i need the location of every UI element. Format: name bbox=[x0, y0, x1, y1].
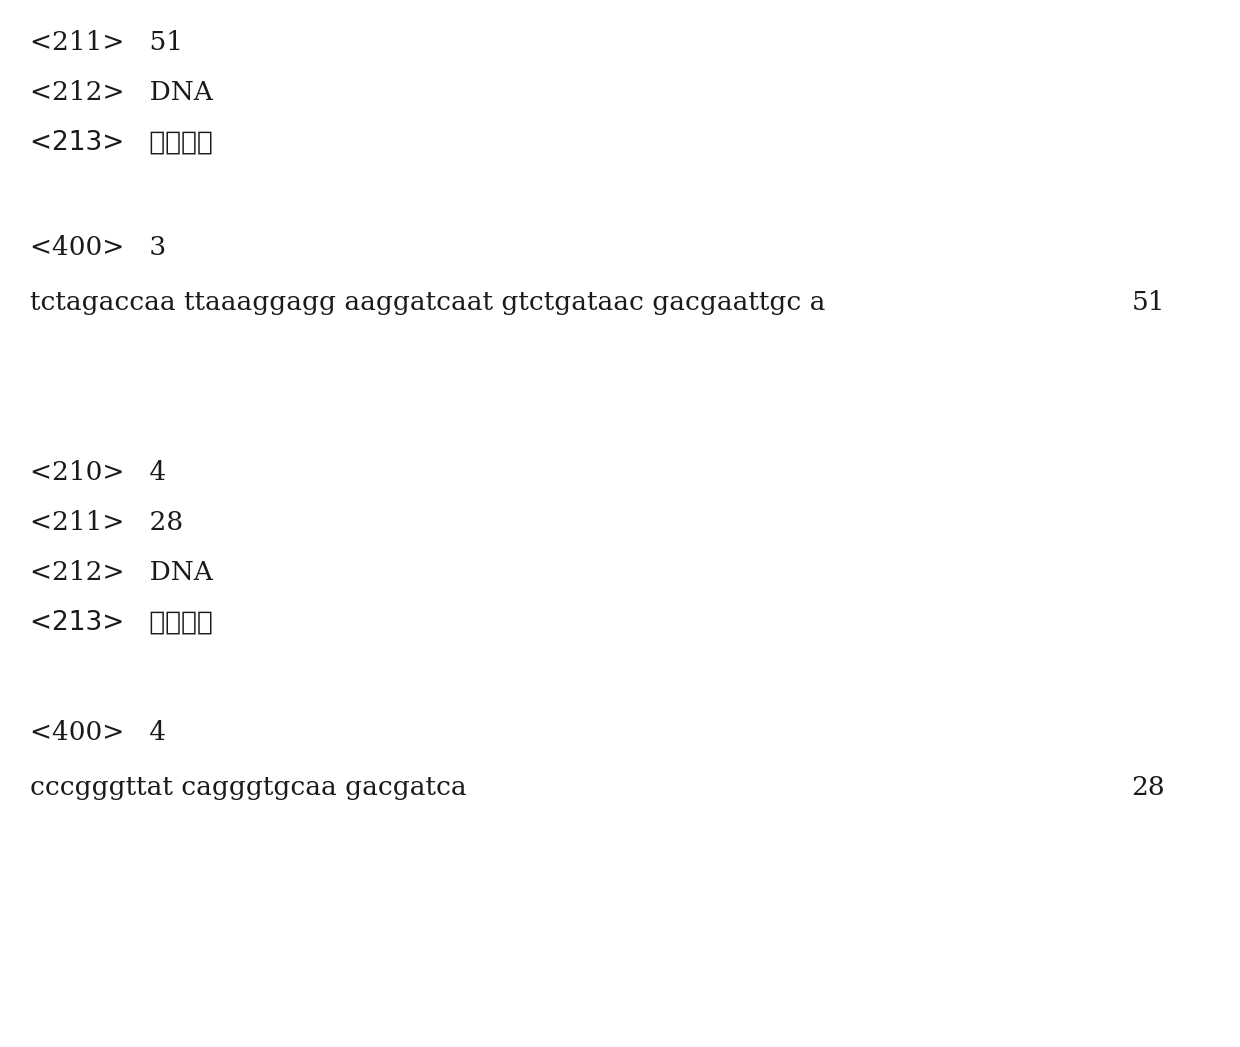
Text: 51: 51 bbox=[1131, 290, 1166, 315]
Text: <212>   DNA: <212> DNA bbox=[30, 80, 213, 105]
Text: <400>   3: <400> 3 bbox=[30, 235, 166, 260]
Text: <212>   DNA: <212> DNA bbox=[30, 560, 213, 585]
Text: <213>   人工序列: <213> 人工序列 bbox=[30, 610, 213, 636]
Text: <211>   28: <211> 28 bbox=[30, 510, 184, 535]
Text: tctagaccaa ttaaaggagg aaggatcaat gtctgataac gacgaattgc a: tctagaccaa ttaaaggagg aaggatcaat gtctgat… bbox=[30, 290, 826, 315]
Text: <211>   51: <211> 51 bbox=[30, 30, 184, 55]
Text: <210>   4: <210> 4 bbox=[30, 460, 166, 485]
Text: cccgggttat cagggtgcaa gacgatca: cccgggttat cagggtgcaa gacgatca bbox=[30, 775, 466, 800]
Text: 28: 28 bbox=[1131, 775, 1166, 800]
Text: <213>   人工序列: <213> 人工序列 bbox=[30, 130, 213, 156]
Text: <400>   4: <400> 4 bbox=[30, 720, 166, 745]
